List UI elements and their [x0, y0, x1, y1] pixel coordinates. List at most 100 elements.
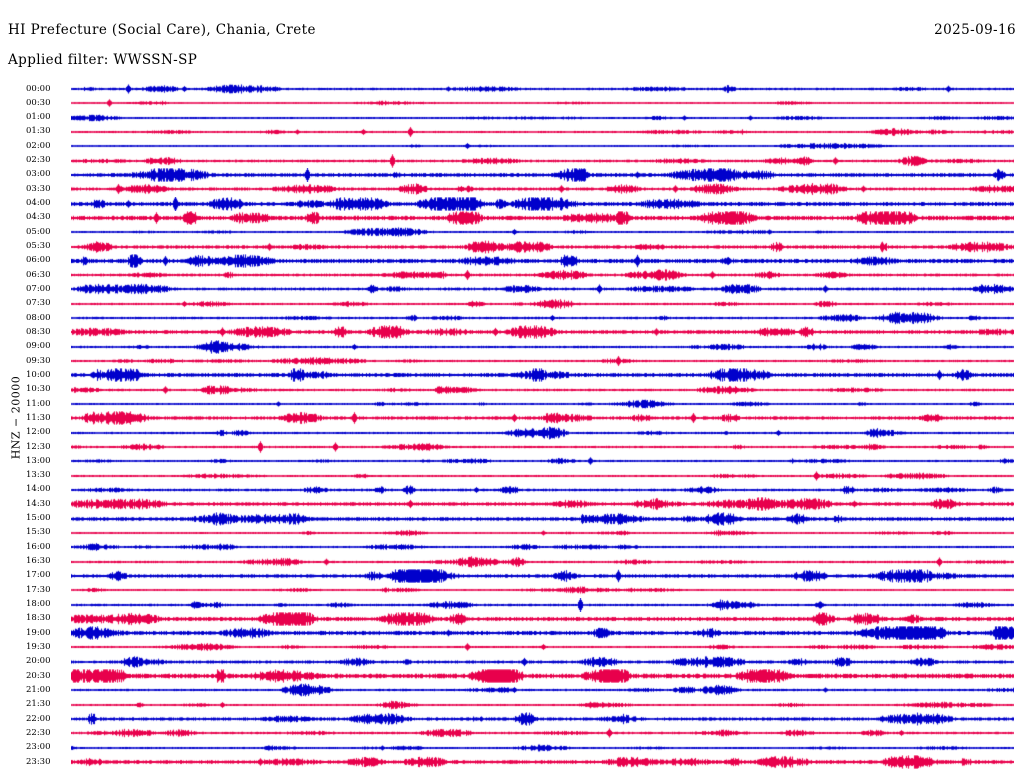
trace-time-label: 21:00	[26, 684, 51, 695]
page-title: HI Prefecture (Social Care), Chania, Cre…	[8, 22, 316, 38]
trace-time-label: 18:30	[26, 613, 51, 624]
trace-row: 22:30	[0, 726, 1024, 741]
trace-row: 08:00	[0, 311, 1024, 326]
trace-waveform	[71, 597, 1014, 612]
trace-time-label: 08:30	[26, 326, 51, 337]
trace-waveform	[71, 225, 1014, 240]
trace-waveform	[71, 268, 1014, 283]
trace-row: 15:00	[0, 511, 1024, 526]
trace-time-label: 23:00	[26, 742, 51, 753]
trace-waveform	[71, 167, 1014, 182]
trace-time-label: 22:00	[26, 713, 51, 724]
trace-row: 03:30	[0, 182, 1024, 197]
trace-time-label: 09:30	[26, 355, 51, 366]
trace-waveform	[71, 339, 1014, 354]
trace-row: 23:00	[0, 740, 1024, 755]
trace-time-label: 18:00	[26, 599, 51, 610]
trace-time-label: 09:00	[26, 341, 51, 352]
trace-waveform	[71, 454, 1014, 469]
trace-waveform	[71, 110, 1014, 125]
trace-time-label: 14:00	[26, 484, 51, 495]
trace-row: 07:00	[0, 282, 1024, 297]
trace-row: 00:30	[0, 96, 1024, 111]
trace-waveform	[71, 325, 1014, 340]
trace-waveform	[71, 669, 1014, 684]
trace-waveform	[71, 196, 1014, 211]
trace-waveform	[71, 440, 1014, 454]
trace-row: 01:00	[0, 110, 1024, 125]
trace-row: 18:30	[0, 611, 1024, 626]
trace-waveform	[71, 253, 1014, 268]
trace-waveform	[71, 511, 1014, 526]
trace-row: 13:00	[0, 454, 1024, 469]
trace-row: 14:00	[0, 482, 1024, 497]
trace-row: 06:00	[0, 253, 1024, 268]
trace-waveform	[71, 182, 1014, 197]
trace-time-label: 10:30	[26, 384, 51, 395]
trace-time-label: 23:30	[26, 756, 51, 767]
trace-waveform	[71, 740, 1014, 755]
trace-row: 17:30	[0, 583, 1024, 598]
trace-waveform	[71, 640, 1014, 655]
trace-waveform	[71, 468, 1014, 483]
date-label: 2025-09-16	[934, 22, 1016, 38]
trace-row: 11:30	[0, 411, 1024, 426]
trace-time-label: 13:00	[26, 455, 51, 466]
trace-row: 15:30	[0, 525, 1024, 540]
trace-time-label: 17:30	[26, 584, 51, 595]
trace-row: 19:00	[0, 626, 1024, 641]
trace-waveform	[71, 626, 1014, 641]
trace-time-label: 14:30	[26, 498, 51, 509]
trace-waveform	[71, 540, 1014, 555]
trace-time-label: 17:00	[26, 570, 51, 581]
trace-time-label: 22:30	[26, 727, 51, 738]
trace-time-label: 21:30	[26, 699, 51, 710]
trace-time-label: 01:30	[26, 126, 51, 137]
trace-time-label: 15:00	[26, 513, 51, 524]
trace-waveform	[71, 153, 1014, 168]
trace-waveform	[71, 354, 1014, 369]
trace-waveform	[71, 397, 1014, 412]
trace-time-label: 15:30	[26, 527, 51, 538]
trace-time-label: 06:30	[26, 269, 51, 280]
trace-time-label: 19:00	[26, 627, 51, 638]
trace-row: 23:30	[0, 755, 1024, 770]
trace-row: 03:00	[0, 167, 1024, 182]
trace-row: 19:30	[0, 640, 1024, 655]
trace-row: 02:00	[0, 139, 1024, 154]
trace-time-label: 12:00	[26, 427, 51, 438]
trace-row: 08:30	[0, 325, 1024, 340]
trace-waveform	[71, 368, 1014, 383]
trace-time-label: 00:30	[26, 97, 51, 108]
trace-time-label: 11:30	[26, 412, 51, 423]
trace-waveform	[71, 82, 1014, 96]
trace-row: 10:30	[0, 382, 1024, 397]
trace-time-label: 19:30	[26, 641, 51, 652]
trace-waveform	[71, 311, 1014, 326]
trace-row: 04:30	[0, 210, 1024, 225]
trace-waveform	[71, 282, 1014, 297]
trace-waveform	[71, 124, 1014, 139]
trace-row: 21:30	[0, 697, 1024, 712]
trace-waveform	[71, 497, 1014, 512]
trace-waveform	[71, 296, 1014, 311]
trace-time-label: 01:00	[26, 112, 51, 123]
trace-row: 20:30	[0, 669, 1024, 684]
trace-waveform	[71, 554, 1014, 569]
trace-row: 11:00	[0, 397, 1024, 412]
trace-waveform	[71, 482, 1014, 497]
trace-waveform	[71, 683, 1014, 698]
trace-row: 09:30	[0, 354, 1024, 369]
trace-row: 16:30	[0, 554, 1024, 569]
trace-waveform	[71, 411, 1014, 426]
trace-row: 09:00	[0, 339, 1024, 354]
trace-time-label: 02:30	[26, 155, 51, 166]
trace-row: 12:30	[0, 440, 1024, 454]
trace-time-label: 04:30	[26, 212, 51, 223]
trace-time-label: 03:30	[26, 183, 51, 194]
trace-row: 18:00	[0, 597, 1024, 612]
trace-waveform	[71, 712, 1014, 727]
trace-row: 16:00	[0, 540, 1024, 555]
trace-waveform	[71, 210, 1014, 225]
